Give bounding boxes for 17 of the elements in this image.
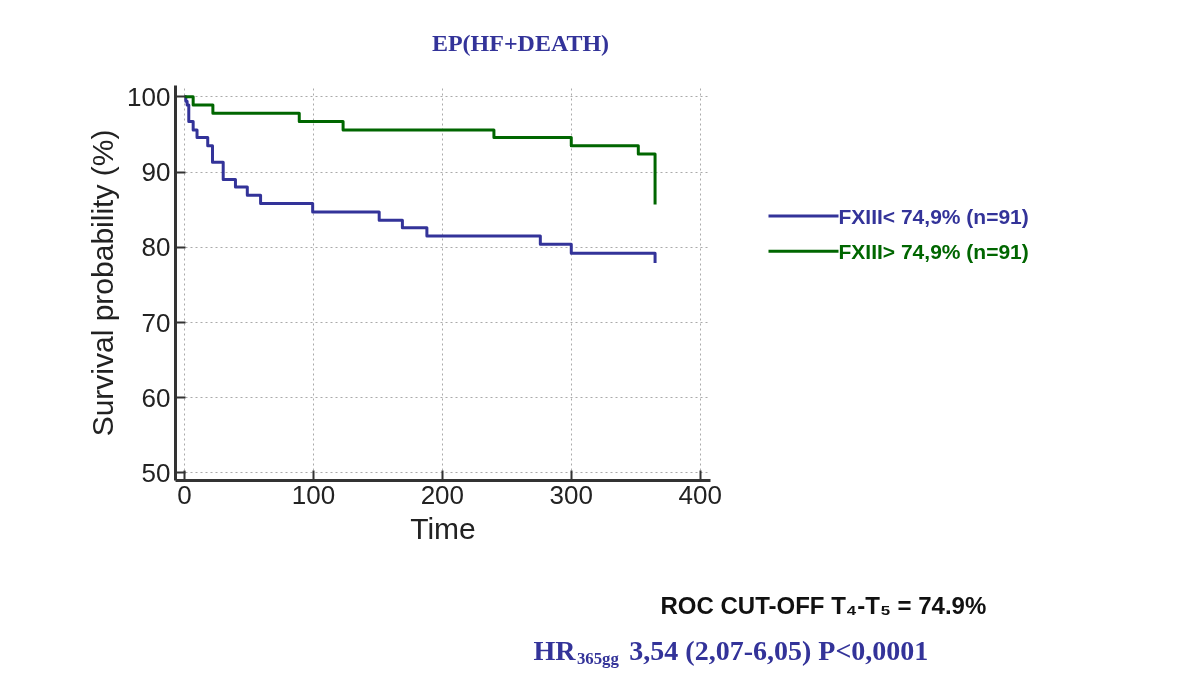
y-tick-label: 90: [141, 157, 171, 188]
x-tick-label: 100: [291, 479, 336, 510]
y-tick-label: 70: [141, 307, 171, 338]
legend-label: FXIII> 74,9% (n=91): [838, 239, 1029, 263]
y-tick-label: 60: [141, 382, 171, 413]
legend-label: FXIII< 74,9% (n=91): [838, 204, 1029, 228]
x-tick-label: 200: [420, 479, 465, 510]
y-tick-label: 50: [141, 457, 171, 488]
y-tick-label: 80: [141, 232, 171, 263]
x-tick-label: 400: [678, 479, 722, 510]
y-axis-title: Survival probability (%): [86, 129, 120, 437]
y-tick-label: 100: [127, 81, 171, 112]
x-tick-label: 300: [549, 479, 593, 510]
x-tick-label: 0: [177, 479, 192, 510]
text: ROC CUT-OFF T₄-T₅ = 74.9%: [660, 592, 987, 619]
chart-title: EP(HF+DEATH): [431, 29, 610, 56]
x-axis-title: Time: [410, 511, 476, 545]
